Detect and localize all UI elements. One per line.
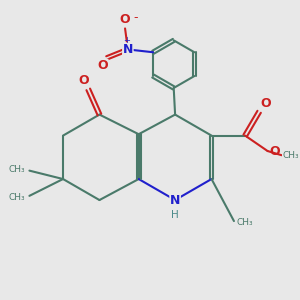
Text: H: H [171, 210, 179, 220]
Text: -: - [133, 11, 137, 24]
Text: N: N [123, 43, 133, 56]
Text: +: + [123, 36, 130, 45]
Text: O: O [120, 13, 130, 26]
Text: CH₃: CH₃ [283, 151, 300, 160]
Text: CH₃: CH₃ [237, 218, 254, 227]
Text: O: O [79, 74, 89, 87]
Text: O: O [97, 59, 108, 72]
Text: O: O [270, 145, 280, 158]
Text: CH₃: CH₃ [9, 165, 25, 174]
Text: CH₃: CH₃ [9, 193, 25, 202]
Text: O: O [261, 98, 271, 110]
Text: N: N [170, 194, 180, 206]
